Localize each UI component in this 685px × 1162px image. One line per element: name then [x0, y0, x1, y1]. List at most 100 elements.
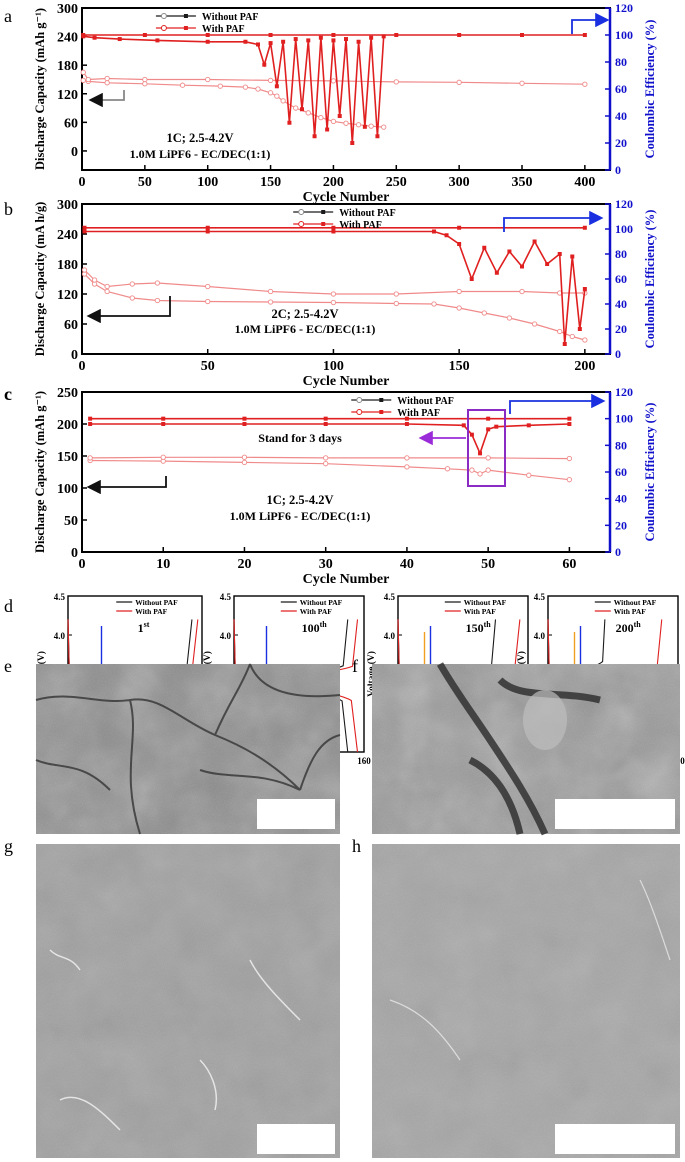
- y-right-tick-label: 120: [615, 385, 633, 399]
- legend-label-without: Without PAF: [464, 598, 507, 607]
- series-line-without-paf-ce: [84, 230, 586, 345]
- y-right-tick-label: 60: [615, 465, 627, 479]
- data-point: [312, 134, 317, 139]
- y-right-tick-label: 40: [615, 297, 627, 311]
- data-point: [117, 37, 122, 42]
- data-point: [318, 114, 324, 121]
- cycle-label: 200th: [616, 620, 642, 635]
- data-point: [457, 33, 462, 37]
- data-point: [456, 79, 462, 85]
- data-point: [532, 239, 537, 244]
- y-right-tick-label: 80: [615, 247, 627, 261]
- data-point: [267, 77, 274, 84]
- cycle-label: 150th: [466, 620, 492, 635]
- data-point: [393, 291, 399, 297]
- legend-label-with: With PAF: [202, 24, 245, 35]
- x-tick-label: 60: [562, 557, 576, 572]
- data-point: [205, 298, 211, 305]
- data-point: [160, 454, 166, 460]
- panel-letter-b: b: [4, 199, 13, 219]
- data-point: [274, 84, 279, 89]
- data-point: [494, 424, 499, 429]
- data-point: [331, 229, 336, 234]
- data-point: [566, 477, 573, 483]
- data-point: [520, 264, 524, 269]
- data-point: [362, 124, 367, 129]
- panel-letter-h: h: [352, 836, 361, 856]
- y-right-tick-label: 100: [615, 28, 633, 42]
- data-point: [129, 281, 135, 287]
- data-point: [161, 422, 166, 426]
- y-axis-label: Discharge Capacity (mA h/g): [33, 202, 47, 357]
- data-point: [486, 427, 491, 432]
- legend-marker-with: [298, 221, 305, 227]
- data-point: [485, 467, 491, 473]
- legend-marker-without: [356, 397, 363, 403]
- annotation-0: 1C; 2.5-4.2V: [166, 131, 233, 145]
- y-tick-label: 240: [57, 31, 78, 46]
- y-tick-label: 4.0: [384, 631, 396, 641]
- x-tick-label: 100: [323, 359, 344, 374]
- y-tick-label: 4.5: [534, 592, 546, 602]
- data-point: [582, 287, 587, 291]
- plot-frame: [81, 391, 611, 553]
- data-point: [507, 249, 512, 254]
- y-tick-label: 60: [64, 318, 78, 333]
- legend-label-with: With PAF: [614, 607, 646, 616]
- data-point: [481, 310, 487, 316]
- data-point: [404, 422, 409, 426]
- y-tick-label: 300: [57, 2, 78, 17]
- data-point: [457, 225, 462, 230]
- data-point: [323, 461, 329, 467]
- data-point: [267, 288, 274, 295]
- data-point: [293, 105, 299, 111]
- data-point: [369, 35, 374, 40]
- cycle-label: 1st: [138, 620, 150, 635]
- data-point: [242, 422, 247, 426]
- data-point: [82, 225, 87, 230]
- x-tick-label: 50: [201, 359, 215, 374]
- data-point: [343, 120, 349, 126]
- data-point: [323, 416, 328, 421]
- data-point: [557, 328, 563, 335]
- data-point: [267, 90, 274, 96]
- data-point: [154, 280, 161, 286]
- data-point: [154, 297, 161, 304]
- data-point: [88, 422, 93, 426]
- data-point: [330, 118, 337, 125]
- data-point: [104, 283, 110, 290]
- x-tick-label: 0: [79, 557, 86, 572]
- y-tick-label: 0: [71, 348, 78, 363]
- data-point: [305, 110, 311, 116]
- x-tick-label: 400: [574, 175, 595, 190]
- panel-letter-e: e: [4, 656, 12, 676]
- y-tick-label: 150: [57, 450, 78, 465]
- sem-image-f: 50μm: [372, 662, 680, 836]
- data-point: [331, 33, 336, 37]
- legend-marker-without-ce: [321, 210, 326, 214]
- x-axis-label: Cycle Number: [303, 374, 390, 389]
- y-right-tick-label: 0: [615, 545, 621, 559]
- legend-label-without: Without PAF: [135, 598, 178, 607]
- data-point: [205, 283, 211, 290]
- data-point: [179, 82, 186, 88]
- legend-label-with: With PAF: [300, 607, 332, 616]
- y-right-tick-label: 120: [615, 197, 633, 211]
- data-point: [255, 86, 261, 92]
- data-point: [82, 229, 87, 234]
- y-tick-label: 180: [57, 59, 78, 74]
- annotation-2: 1.0M LiPF6 - EC/DEC(1:1): [230, 509, 371, 523]
- data-point: [404, 455, 410, 461]
- y-tick-label: 100: [57, 482, 78, 497]
- data-point: [469, 467, 475, 473]
- data-point: [457, 242, 462, 246]
- y-tick-label: 50: [64, 514, 78, 529]
- data-point: [486, 416, 491, 421]
- y-right-tick-label: 20: [615, 136, 627, 150]
- y-right-tick-label: 100: [615, 222, 633, 236]
- data-point: [274, 93, 280, 99]
- data-point: [381, 34, 386, 39]
- data-point: [142, 33, 147, 37]
- data-point: [205, 229, 210, 234]
